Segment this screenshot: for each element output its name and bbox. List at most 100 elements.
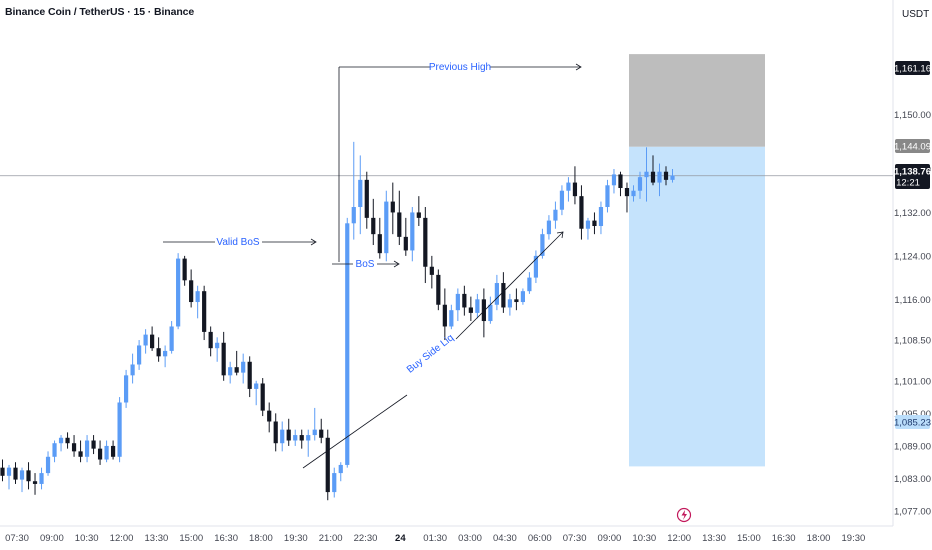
candle [624, 182, 630, 213]
time-tick-label: 07:30 [5, 533, 29, 544]
previous-high-annotation[interactable]: Previous High [338, 62, 582, 262]
candle [6, 464, 12, 490]
time-tick-label: 06:00 [528, 533, 552, 544]
time-tick-label: 09:00 [40, 533, 64, 544]
candle [546, 215, 552, 240]
candle [195, 285, 200, 319]
candle-body [32, 481, 38, 484]
time-tick-label: 13:30 [702, 533, 726, 544]
candle [52, 440, 57, 463]
price-label-current-text: 1,138.76 [894, 167, 931, 178]
candle [566, 177, 571, 202]
candle [299, 429, 304, 449]
price-tick-label: 1,083.00 [894, 474, 931, 485]
bos-label: BoS [356, 259, 375, 270]
candle-body [540, 234, 545, 256]
candle-body [605, 185, 610, 208]
previous-high-arrowhead [575, 63, 582, 71]
candle-body [611, 174, 617, 186]
candle [637, 171, 643, 199]
candle [533, 250, 539, 284]
candle-body [306, 435, 311, 441]
candle [475, 293, 480, 319]
candle [208, 326, 213, 357]
candle-body [397, 212, 402, 237]
take-profit-zone[interactable] [629, 146, 765, 467]
time-tick-label: 22:30 [354, 533, 378, 544]
candle [455, 288, 460, 322]
candle-body [546, 220, 552, 235]
candle-body [312, 429, 317, 436]
candle [104, 440, 109, 463]
candle-body [241, 361, 246, 373]
candle-body [52, 443, 57, 457]
price-tick-label: 1,095.00 [894, 409, 931, 420]
candle [384, 190, 389, 262]
candle [670, 169, 675, 183]
candle-body [286, 429, 291, 441]
candle [416, 196, 421, 227]
candle [78, 440, 83, 463]
candle-body [650, 171, 656, 183]
candle [150, 326, 155, 351]
price-label-countdown: 12:21 [896, 178, 920, 189]
candle [605, 179, 610, 213]
currency-label[interactable]: USDT [902, 9, 930, 20]
price-tick-label: 1,077.00 [894, 507, 931, 518]
candle-body [117, 402, 122, 457]
candle [110, 440, 116, 460]
valid-bos-label: Valid BoS [216, 237, 260, 248]
candle [26, 462, 31, 490]
candle-body [592, 220, 597, 227]
candle-body [585, 220, 591, 229]
candle-body [189, 280, 194, 303]
candle [228, 361, 233, 384]
candle [130, 353, 135, 384]
candle-body [97, 448, 103, 460]
time-tick-label: 09:00 [598, 533, 622, 544]
candle [286, 418, 291, 446]
time-tick-label: 07:30 [563, 533, 587, 544]
event-marker-icon[interactable] [676, 507, 692, 523]
bos-annotation[interactable]: BoS [332, 259, 400, 270]
time-tick-label: 01:30 [423, 533, 447, 544]
candle [325, 429, 330, 501]
candle [592, 212, 597, 235]
candle-body [371, 217, 376, 235]
candle-body [390, 201, 395, 213]
candle [202, 285, 207, 341]
candle-body [6, 467, 12, 476]
candle-body [65, 437, 70, 444]
candle [280, 421, 285, 452]
candle-body [423, 217, 428, 267]
candle-body [13, 467, 18, 480]
price-label-top-text: 1,161.16 [894, 64, 931, 75]
valid-bos-annotation[interactable]: Valid BoS [163, 237, 317, 248]
candle [507, 293, 512, 316]
candle-body [462, 293, 467, 308]
candle [449, 304, 454, 330]
price-tick-label: 1,124.00 [894, 251, 931, 262]
candle [312, 407, 317, 441]
candle-body [384, 201, 389, 254]
candles [0, 141, 675, 501]
candle [45, 451, 51, 476]
candle [169, 321, 174, 354]
candle-body [494, 283, 499, 305]
candle-body [58, 437, 64, 444]
candle-body [631, 190, 636, 197]
candle-body [657, 171, 662, 183]
candle-body [559, 190, 565, 210]
candle [371, 198, 376, 246]
time-axis[interactable]: 07:30 09:00 10:30 12:00 13:30 15:00 16:30 18:00… [5, 533, 865, 544]
candle [293, 429, 298, 446]
candle [351, 141, 356, 240]
candle [143, 329, 148, 354]
candle-body [325, 437, 330, 493]
bos-arrowhead [393, 260, 400, 268]
candle [657, 163, 662, 197]
stop-loss-zone[interactable] [629, 54, 765, 147]
candle [423, 207, 428, 284]
